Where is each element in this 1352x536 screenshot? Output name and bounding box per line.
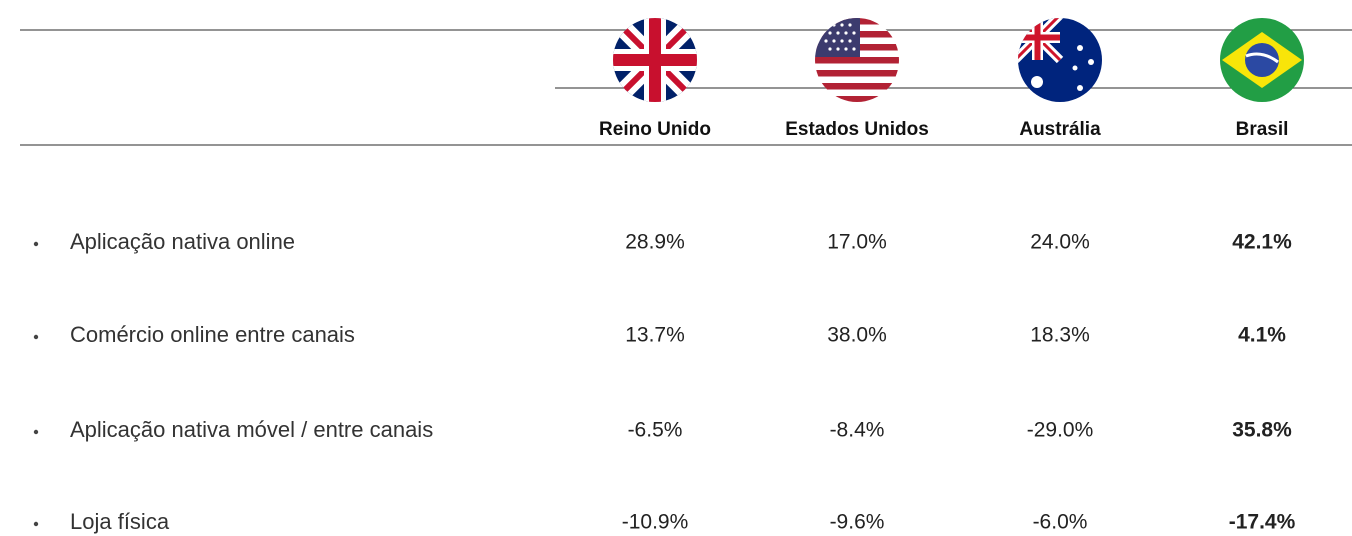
- cell-value: 4.1%: [1238, 324, 1286, 347]
- cell-value: -6.5%: [628, 419, 683, 442]
- row-label: Aplicação nativa online: [70, 229, 295, 254]
- column-header: Estados Unidos: [785, 119, 929, 140]
- cell-value: -17.4%: [1229, 511, 1296, 534]
- bullet: [33, 429, 39, 435]
- row-label: Loja física: [70, 509, 170, 534]
- cell-value: -6.0%: [1033, 511, 1088, 534]
- cell-value: 42.1%: [1232, 231, 1292, 254]
- flag-australia: [1018, 18, 1102, 102]
- cell-value: 35.8%: [1232, 419, 1292, 442]
- column-header: Brasil: [1236, 119, 1289, 140]
- cell-value: 13.7%: [625, 324, 685, 347]
- bullet: [33, 334, 39, 340]
- row-label: Comércio online entre canais: [70, 322, 355, 347]
- cell-value: -9.6%: [830, 511, 885, 534]
- cell-value: 38.0%: [827, 324, 887, 347]
- flag-uk: [613, 18, 697, 102]
- cell-value: -10.9%: [622, 511, 689, 534]
- flag-us: [815, 18, 899, 102]
- cell-value: 18.3%: [1030, 324, 1090, 347]
- column-header: Austrália: [1019, 119, 1101, 140]
- bullet: [33, 521, 39, 527]
- bullet: [33, 241, 39, 247]
- flag-brazil: [1220, 18, 1304, 102]
- column-header: Reino Unido: [599, 119, 711, 140]
- cell-value: 17.0%: [827, 231, 887, 254]
- row-label: Aplicação nativa móvel / entre canais: [70, 417, 433, 442]
- cell-value: -29.0%: [1027, 419, 1094, 442]
- cell-value: 28.9%: [625, 231, 685, 254]
- cell-value: 24.0%: [1030, 231, 1090, 254]
- cell-value: -8.4%: [830, 419, 885, 442]
